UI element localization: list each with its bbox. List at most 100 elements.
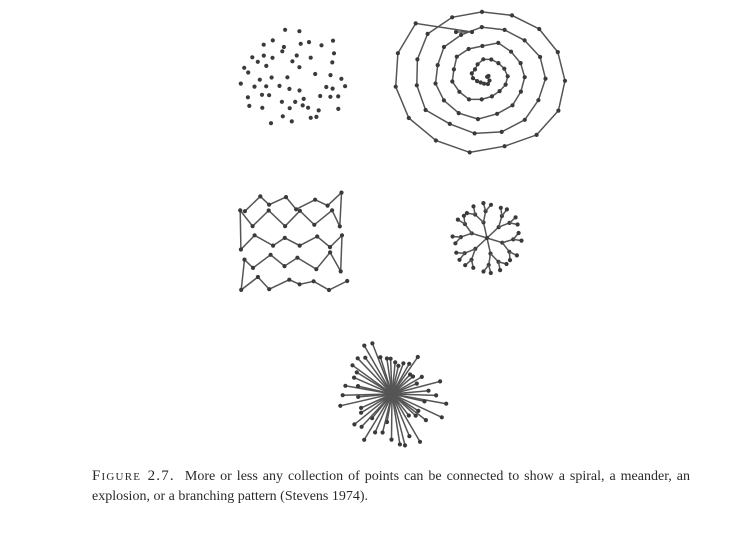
path-dot (522, 117, 527, 122)
path-dot (326, 287, 332, 293)
path-dot (295, 255, 300, 260)
figure-label: Figure 2.7. (92, 468, 175, 484)
scatter-dot (285, 75, 290, 80)
ray-line (391, 393, 443, 418)
scatter-dot (316, 108, 321, 113)
branch-tip-dot (507, 258, 513, 263)
ray-line (390, 393, 393, 440)
path-dot (328, 250, 333, 255)
path-dot (311, 279, 316, 284)
ray-line (353, 376, 393, 395)
scatter-dot (246, 70, 251, 75)
path-dot (325, 203, 330, 208)
scatter-dot (264, 63, 269, 68)
branch-line (482, 222, 488, 239)
path-dot (480, 43, 485, 49)
scatter-dot (279, 99, 284, 104)
ray-line (352, 364, 393, 395)
path-dot (339, 233, 345, 238)
ray-tip-dot (410, 374, 416, 379)
ray-tip-dot (355, 384, 361, 389)
path-dot (282, 235, 287, 240)
ray-line (374, 393, 393, 433)
branch-tip-dot (481, 269, 486, 274)
path-dot (395, 51, 400, 56)
branch-tip-dot (471, 265, 476, 270)
scatter-dot (281, 44, 286, 50)
meander-path (239, 190, 348, 292)
scatter-dot (330, 60, 335, 65)
path-dot (459, 32, 464, 38)
ray-tip-dot (416, 408, 421, 413)
path-dot (441, 98, 446, 103)
ray-tip-dot (401, 361, 406, 366)
caption-text: More or less any collection of points ca… (92, 469, 690, 504)
path-dot (315, 234, 320, 239)
path-dot (423, 107, 428, 113)
ray-line (353, 393, 393, 425)
branch-tip-dot (519, 238, 524, 243)
scatter-dot (343, 84, 348, 89)
branch-line (486, 237, 503, 244)
path-dot (313, 197, 318, 202)
path-dot (469, 71, 474, 76)
scatter-dot (255, 59, 260, 64)
path-dot (509, 49, 514, 54)
branch-root-dot (484, 235, 490, 241)
ray-line (391, 393, 425, 403)
path-dot (537, 26, 542, 32)
path-dot (330, 208, 335, 213)
scatter-dot (301, 96, 306, 101)
ray-line (381, 393, 393, 433)
branch-tip-dot (488, 202, 494, 207)
ray-tip-dot (439, 415, 444, 420)
scatter-dot (308, 55, 313, 60)
branch-tip-dot (515, 222, 520, 227)
path-dot (258, 194, 263, 199)
path-dot (283, 195, 289, 200)
scatter-dot (298, 41, 303, 46)
branch-tip-dot (513, 215, 518, 220)
scatter-dot (257, 77, 262, 82)
path-dot (475, 62, 480, 67)
path-dot (425, 31, 430, 36)
path-dot (479, 97, 484, 102)
scatter-dot (297, 29, 302, 34)
scatter-dot (290, 59, 295, 64)
path-dot (454, 54, 459, 59)
scatter-dot (277, 83, 282, 88)
branch-tip-dot (455, 217, 460, 222)
branch-tip-dot (498, 268, 503, 273)
scatter-dot (306, 105, 311, 110)
ray-line (391, 393, 406, 446)
path-dot (562, 78, 568, 83)
ray-tip-dot (407, 361, 412, 366)
path-dot (250, 265, 256, 270)
path-dot (485, 81, 490, 87)
ray-tip-dot (373, 430, 378, 435)
path-dot (435, 63, 440, 68)
branching-panel (450, 201, 524, 276)
ray-tip-dot (352, 375, 357, 380)
ray-tip-dot (350, 363, 355, 368)
path-dot (534, 132, 539, 137)
ray-tip-dot (359, 405, 364, 410)
scatter-dot (336, 106, 341, 111)
ray-line (391, 393, 411, 437)
branch-line (474, 237, 488, 250)
path-dot (518, 61, 523, 66)
ray-line (363, 345, 393, 395)
scatter-dot (267, 93, 272, 98)
scatter-dot (261, 42, 266, 47)
scatter-dot (306, 40, 312, 45)
ray-line (363, 393, 393, 441)
branch-line (486, 226, 500, 239)
ray-line (361, 393, 393, 428)
scatter-dot (280, 114, 285, 119)
path-dot (509, 13, 515, 18)
ray-tip-dot (426, 388, 431, 393)
path-dot (337, 224, 342, 229)
path-dot (239, 287, 244, 292)
ray-tip-dot (402, 443, 408, 448)
path-dot (238, 247, 243, 252)
